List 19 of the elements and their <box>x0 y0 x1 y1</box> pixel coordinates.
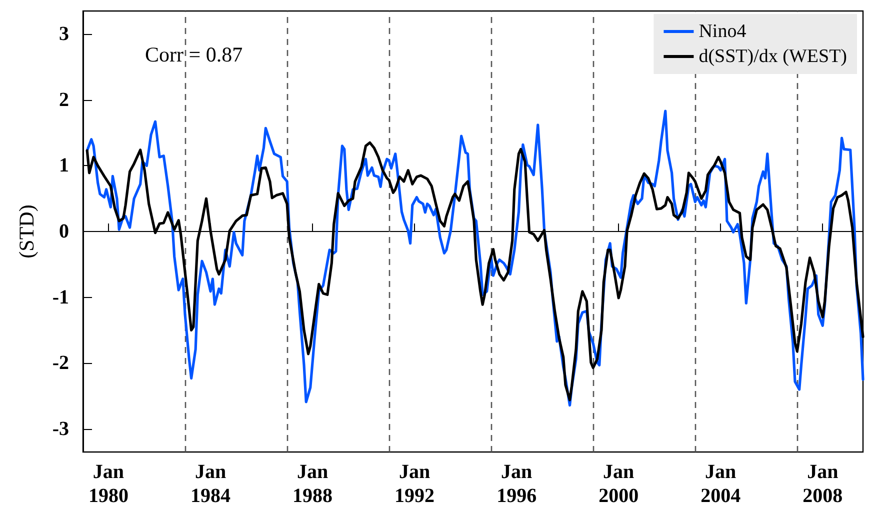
x-tick-label: Jan 1980 <box>88 461 128 507</box>
y-tick-label: -2 <box>52 352 69 374</box>
y-axis-title: (STD) <box>14 204 38 258</box>
legend-label: Nino4 <box>698 21 747 42</box>
x-tick-label: Jan 1996 <box>496 461 537 507</box>
y-tick-label: -1 <box>52 286 69 308</box>
y-tick-label: 0 <box>59 220 69 242</box>
y-tick-label: 1 <box>59 154 69 177</box>
x-tick-label: Jan 1984 <box>190 461 231 507</box>
legend-label: d(SST)/dx (WEST) <box>698 46 848 67</box>
annotation: Corr = 0.87 <box>145 42 243 66</box>
y-tick-label: 2 <box>59 88 69 111</box>
x-tick-label: Jan 1988 <box>292 461 333 507</box>
x-tick-label: Jan 2000 <box>598 461 639 507</box>
x-tick-label: Jan 2008 <box>802 461 843 507</box>
y-tick-label: 3 <box>59 23 69 46</box>
y-tick-label: -3 <box>52 418 69 440</box>
x-tick-label: Jan 1992 <box>394 461 435 507</box>
x-tick-label: Jan 2004 <box>700 461 741 507</box>
